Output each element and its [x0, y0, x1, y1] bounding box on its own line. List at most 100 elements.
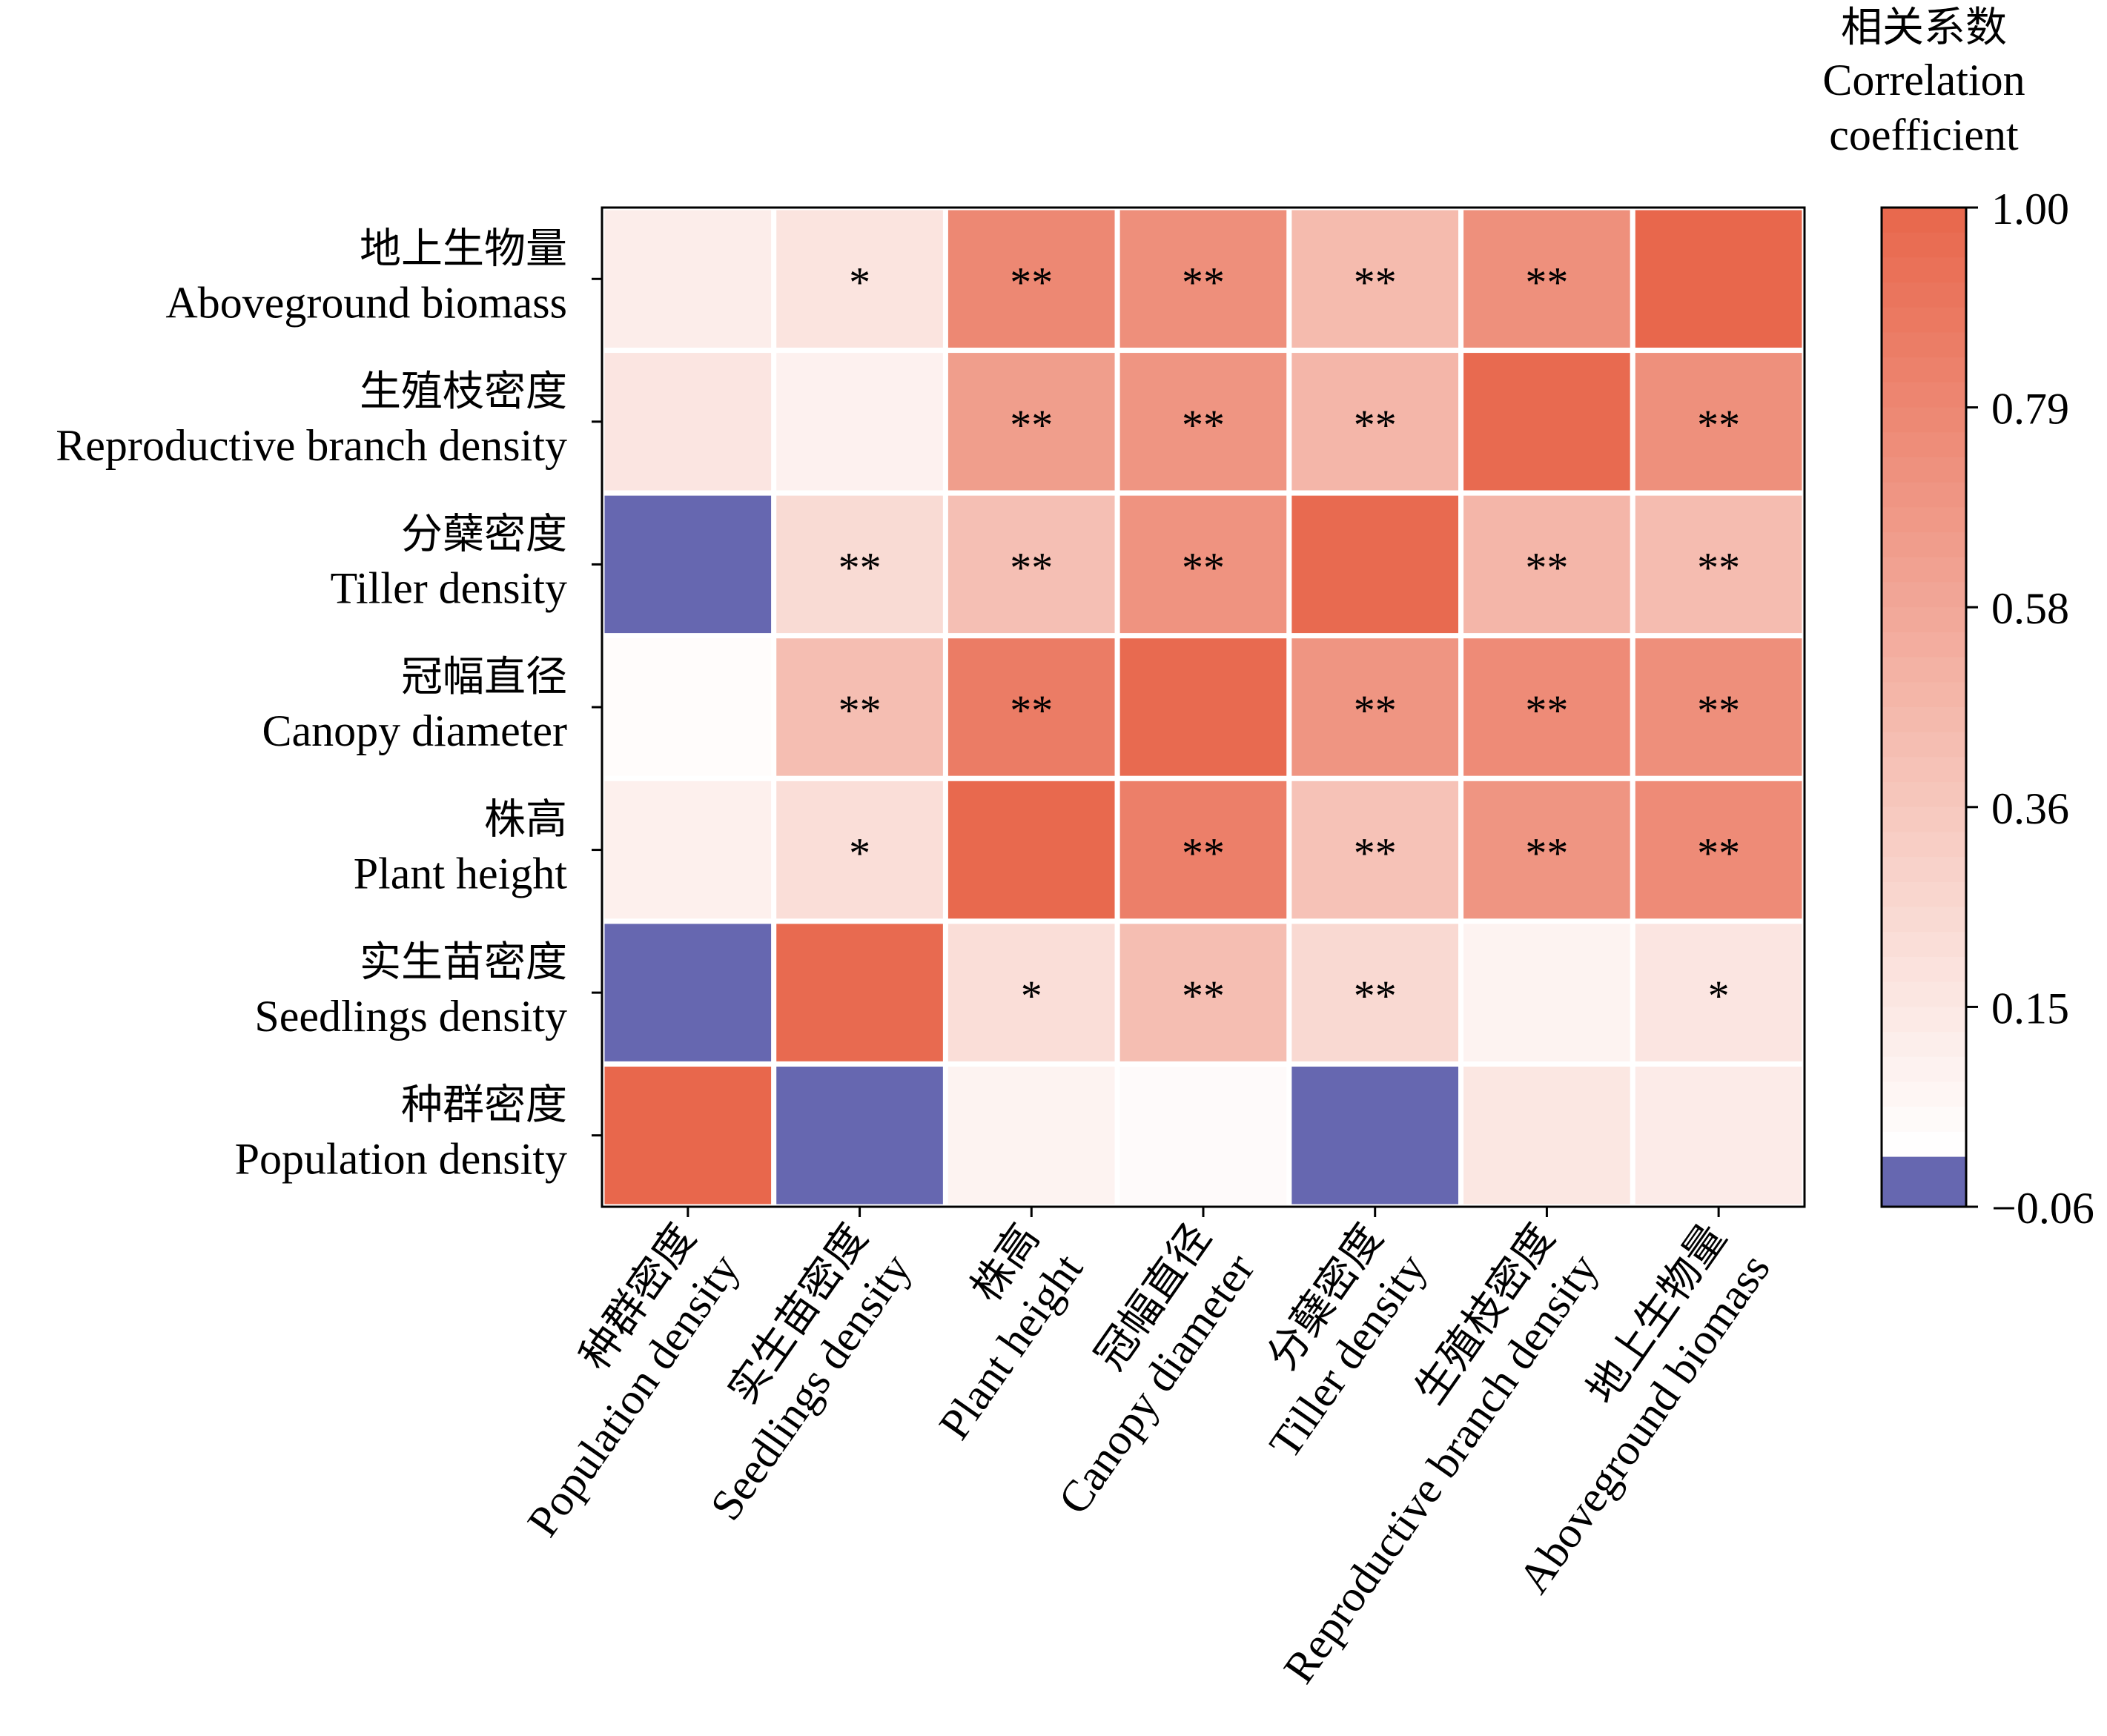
y-tick-label-zh: 种群密度: [401, 1081, 567, 1130]
heatmap-cell: [771, 490, 948, 639]
colorbar-swatch: [1882, 881, 1966, 908]
colorbar-swatch: [1882, 1182, 1966, 1207]
significance-mark: **: [838, 543, 882, 592]
colorbar-tick-label: 0.79: [1991, 385, 2069, 434]
heatmap-cell: [1458, 775, 1635, 924]
significance-mark: **: [1182, 401, 1225, 449]
heatmap-cell: [771, 348, 948, 496]
significance-mark: **: [1525, 543, 1568, 592]
heatmap-cell: [771, 775, 948, 924]
colorbar-swatch: [1882, 1007, 1966, 1033]
colorbar-swatch: [1882, 1032, 1966, 1058]
y-tick-label-zh: 分蘖密度: [401, 510, 567, 558]
heatmap-cell: [599, 490, 777, 639]
heatmap-cell: [599, 775, 777, 924]
heatmap-cell: [1286, 633, 1464, 781]
colorbar: 1.00 0.79 0.58 0.36 0.15 −0.06 相关系数Correlation…: [1822, 4, 2094, 1233]
heatmap-cell: [599, 205, 777, 354]
heatmap-cell: [1286, 1061, 1464, 1210]
heatmap-cell: [1286, 918, 1464, 1067]
y-tick-label-en: Aboveground biomass: [165, 278, 567, 327]
significance-mark: **: [1010, 686, 1053, 735]
colorbar-tick-label: 0.58: [1991, 584, 2069, 633]
colorbar-tick-label: 0.36: [1991, 784, 2069, 833]
heatmap-cell: [942, 633, 1120, 781]
colorbar-swatch: [1882, 732, 1966, 758]
colorbar-swatch: [1882, 1131, 1966, 1158]
significance-mark: **: [1354, 686, 1397, 735]
significance-mark: **: [1697, 686, 1740, 735]
y-tick-label-zh: 生殖枝密度: [360, 368, 567, 416]
heatmap-cell: [771, 205, 948, 354]
y-tick-label-zh: 冠幅直径: [401, 653, 567, 701]
significance-mark: **: [1525, 258, 1568, 306]
significance-mark: **: [1182, 258, 1225, 306]
significance-mark: **: [1182, 543, 1225, 592]
y-tick-label-en: Population density: [235, 1135, 567, 1184]
colorbar-swatch: [1882, 957, 1966, 983]
significance-mark: **: [1525, 829, 1568, 878]
heatmap-cell: [1458, 1061, 1635, 1210]
heatmap-cell: [1286, 775, 1464, 924]
y-tick-label-en: Canopy diameter: [262, 706, 567, 755]
heatmap-cell: [1286, 490, 1464, 639]
colorbar-swatch: [1882, 1156, 1966, 1183]
heatmap-cell: [1630, 633, 1807, 781]
colorbar-swatch: [1882, 532, 1966, 558]
colorbar-swatch: [1882, 707, 1966, 733]
y-tick-label-zh: 实生苗密度: [360, 938, 567, 987]
significance-mark: **: [1354, 972, 1397, 1020]
heatmap-cell: [942, 348, 1120, 496]
heatmap-cell: [1114, 490, 1292, 639]
colorbar-swatch: [1882, 907, 1966, 933]
significance-mark: *: [849, 258, 870, 306]
heatmap-cell: [1458, 918, 1635, 1067]
colorbar-swatch: [1882, 1107, 1966, 1133]
heatmap-cell: [599, 348, 777, 496]
significance-mark: **: [1525, 686, 1568, 735]
colorbar-swatch: [1882, 232, 1966, 259]
colorbar-swatch: [1882, 657, 1966, 683]
colorbar-swatch: [1882, 1056, 1966, 1083]
heatmap-cell: [1114, 1061, 1292, 1210]
y-tick-label-zh: 株高: [484, 796, 567, 844]
colorbar-swatch: [1882, 282, 1966, 308]
colorbar-swatch: [1882, 832, 1966, 858]
colorbar-tick-label: 1.00: [1991, 185, 2069, 233]
significance-mark: *: [1021, 972, 1042, 1020]
significance-mark: **: [1354, 258, 1397, 306]
colorbar-swatch: [1882, 557, 1966, 583]
significance-mark: **: [1010, 401, 1053, 449]
colorbar-swatch: [1882, 407, 1966, 434]
colorbar-swatch: [1882, 482, 1966, 508]
significance-mark: **: [838, 686, 882, 735]
colorbar-frame: [1880, 206, 1968, 1208]
colorbar-swatch: [1882, 1081, 1966, 1108]
significance-mark: **: [1182, 829, 1225, 878]
colorbar-swatch: [1882, 981, 1966, 1008]
heatmap-cells: [599, 205, 1807, 1210]
y-tick-label-en: Tiller density: [331, 563, 567, 612]
colorbar-swatch: [1882, 607, 1966, 633]
colorbar-swatch: [1882, 857, 1966, 883]
colorbar-swatch: [1882, 782, 1966, 808]
colorbar-swatch: [1882, 682, 1966, 708]
significance-mark: **: [1182, 972, 1225, 1020]
heatmap-cell: [1630, 1061, 1807, 1210]
heatmap-cell: [942, 1061, 1120, 1210]
significance-mark: **: [1354, 401, 1397, 449]
colorbar-swatch: [1882, 632, 1966, 658]
heatmap-cell: [1458, 348, 1635, 496]
significance-mark: **: [1354, 829, 1397, 878]
significance-mark: **: [1010, 543, 1053, 592]
y-tick-label-zh: 地上生物量: [360, 225, 567, 273]
heatmap-cell: [1630, 490, 1807, 639]
colorbar-tick-label: −0.06: [1991, 1184, 2094, 1233]
y-tick-label-en: Seedlings density: [254, 992, 567, 1041]
colorbar-swatch: [1882, 208, 1966, 233]
significance-mark: **: [1697, 543, 1740, 592]
colorbar-title-en: Correlation: [1822, 56, 2025, 105]
